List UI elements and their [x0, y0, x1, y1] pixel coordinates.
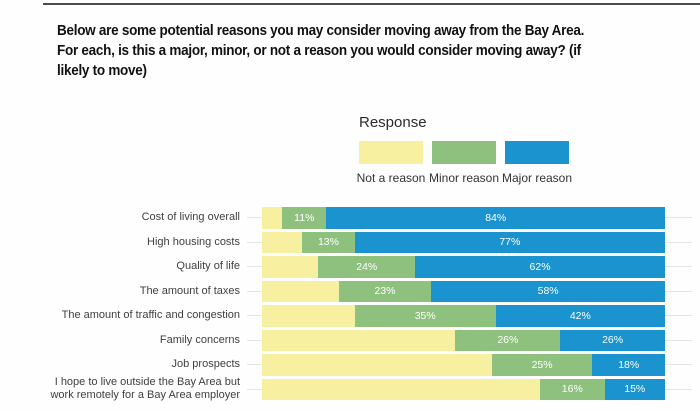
- segment-value-label: 23%: [374, 285, 396, 298]
- category-label: Cost of living overall: [141, 211, 240, 224]
- bar-segment-major-reason: 42%: [495, 305, 665, 327]
- category-label: Quality of life: [176, 260, 240, 273]
- legend-swatch-0: [359, 141, 423, 164]
- top-rule: [43, 3, 700, 5]
- segment-value-label: 25%: [531, 358, 553, 371]
- segment-value-label: 42%: [569, 309, 591, 322]
- stacked-bar-row: 24% 62%: [262, 256, 665, 278]
- segment-value-label: 26%: [497, 334, 519, 347]
- segment-value-label: 15%: [624, 383, 646, 396]
- bar-segment-major-reason: 15%: [604, 378, 665, 400]
- bar-segment-not-a-reason: [262, 305, 355, 327]
- stacked-bar-row: 35% 42%: [262, 305, 665, 327]
- bar-segment-not-a-reason: [262, 354, 492, 376]
- legend-items: Not a reason Minor reason Major reason: [356, 141, 573, 185]
- segment-value-label: 18%: [618, 358, 640, 371]
- bar-segment-major-reason: 84%: [326, 207, 665, 229]
- bar-segment-not-a-reason: [262, 207, 283, 229]
- bar-segment-minor-reason: 24%: [318, 256, 416, 278]
- legend-swatch-1: [432, 141, 496, 164]
- segment-value-label: 58%: [537, 285, 559, 298]
- bar-segment-major-reason: 62%: [415, 256, 665, 278]
- legend-item: Not a reason: [356, 141, 426, 185]
- segment-value-label: 62%: [529, 260, 551, 273]
- stacked-bar-row: 26% 26%: [262, 329, 665, 351]
- bar-segment-minor-reason: 25%: [491, 354, 593, 376]
- bar-segment-not-a-reason: [262, 256, 319, 278]
- category-label: The amount of taxes: [139, 284, 240, 297]
- bar-segment-minor-reason: 16%: [540, 378, 605, 400]
- bar-segment-not-a-reason: [262, 280, 339, 302]
- stacked-bar-row: 23% 58%: [262, 280, 665, 302]
- stacked-bar-row: 25% 18%: [262, 354, 665, 376]
- bar-segment-minor-reason: 23%: [338, 280, 432, 302]
- bar-segment-major-reason: 18%: [592, 354, 665, 376]
- legend-item: Major reason: [501, 141, 573, 185]
- segment-value-label: 13%: [317, 236, 339, 249]
- bar-segment-not-a-reason: [262, 378, 541, 400]
- bar-segment-not-a-reason: [262, 231, 303, 253]
- segment-value-label: 24%: [356, 260, 378, 273]
- stacked-bar-row: 13% 77%: [262, 231, 665, 253]
- segment-value-label: 16%: [561, 383, 583, 396]
- segment-value-label: 26%: [602, 334, 624, 347]
- legend-item-label: Major reason: [501, 171, 573, 185]
- bar-segment-major-reason: 58%: [431, 280, 665, 302]
- bar-segment-minor-reason: 13%: [302, 231, 355, 253]
- category-label: High housing costs: [147, 235, 240, 248]
- legend-item-label: Minor reason: [428, 171, 500, 185]
- stacked-bar-row: 11% 84%: [262, 207, 665, 229]
- category-label: The amount of traffic and congestion: [61, 309, 240, 322]
- legend-item: Minor reason: [428, 141, 500, 185]
- segment-value-label: 11%: [294, 211, 315, 224]
- category-label: I hope to live outside the Bay Area but …: [50, 376, 240, 402]
- legend-swatch-2: [505, 141, 569, 164]
- category-label: Family concerns: [159, 333, 240, 346]
- legend-item-label: Not a reason: [356, 171, 426, 185]
- category-label: Job prospects: [171, 358, 240, 371]
- legend-title: Response: [359, 114, 427, 131]
- bar-segment-minor-reason: 35%: [354, 305, 496, 327]
- bar-segment-minor-reason: 11%: [282, 207, 327, 229]
- segment-value-label: 84%: [485, 211, 507, 224]
- stacked-bar-row: 16% 15%: [262, 378, 665, 400]
- segment-value-label: 77%: [499, 236, 521, 249]
- legend: Response Not a reason Minor reason Major r…: [356, 114, 573, 186]
- segment-value-label: 35%: [414, 309, 436, 322]
- bar-segment-not-a-reason: [262, 329, 456, 351]
- bar-segment-minor-reason: 26%: [455, 329, 561, 351]
- bar-segment-major-reason: 77%: [354, 231, 665, 253]
- bar-segment-major-reason: 26%: [560, 329, 665, 351]
- chart-title: Below are some potential reasons you may…: [57, 22, 585, 79]
